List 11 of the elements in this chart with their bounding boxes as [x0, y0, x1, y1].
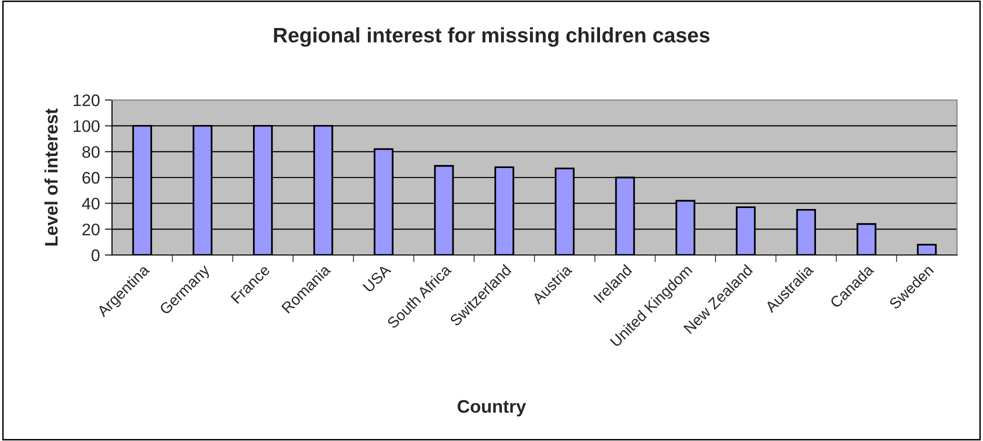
y-tick-label: 0: [92, 249, 100, 262]
y-axis-title: Level of interest: [44, 108, 58, 246]
chart-title: Regional interest for missing children cases: [274, 27, 710, 47]
y-tick-label: 40: [82, 198, 100, 210]
y-tick-label: 60: [82, 172, 100, 184]
y-tick-label: 100: [74, 120, 100, 132]
x-axis-title: Country: [458, 400, 526, 416]
y-tick-label: 20: [82, 224, 100, 236]
x-tick-label: USA: [362, 264, 392, 293]
y-tick-label: 80: [82, 146, 100, 158]
y-tick-label: 120: [74, 94, 100, 106]
